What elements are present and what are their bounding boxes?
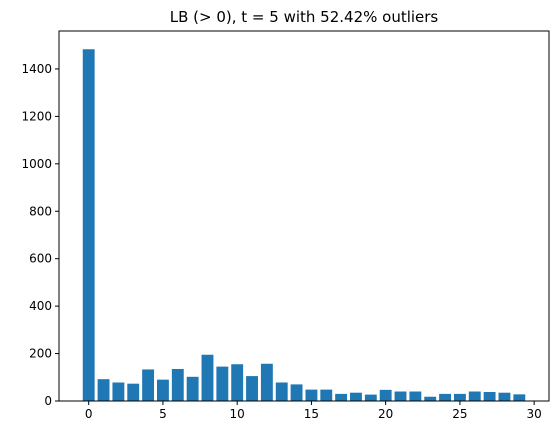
bar-3: [127, 383, 140, 401]
y-tick-label: 200: [29, 347, 52, 361]
bar-23: [424, 396, 437, 401]
bar-7: [186, 376, 199, 401]
y-tick-label: 0: [44, 394, 52, 408]
bar-2: [112, 382, 125, 401]
bar-28: [498, 392, 511, 401]
y-tick-label: 1400: [21, 62, 52, 76]
y-tick-label: 600: [29, 252, 52, 266]
x-tick-label: 0: [85, 407, 93, 421]
bar-4: [142, 369, 155, 401]
bar-29: [513, 394, 526, 401]
bars-group: [82, 49, 526, 402]
bar-5: [157, 379, 169, 401]
x-tick-label: 30: [527, 407, 542, 421]
y-tick-label: 800: [29, 204, 52, 218]
bar-12: [260, 363, 273, 401]
y-axis-ticks: 0 200 400 600 800 1000 1200 1400: [21, 62, 59, 408]
bar-11: [246, 376, 258, 401]
bar-22: [409, 391, 422, 401]
bar-1: [97, 379, 110, 401]
x-tick-label: 20: [378, 407, 393, 421]
bar-6: [171, 368, 184, 401]
y-tick-label: 1200: [21, 109, 52, 123]
bar-10: [231, 364, 244, 401]
bar-16: [320, 389, 333, 401]
chart-title: LB (> 0), t = 5 with 52.42% outliers: [170, 8, 439, 26]
bar-20: [379, 389, 392, 401]
bar-15: [305, 389, 318, 401]
y-tick-label: 1000: [21, 157, 52, 171]
bar-24: [439, 393, 451, 401]
axes-frame: [58, 30, 550, 402]
x-tick-label: 25: [452, 407, 467, 421]
bar-13: [275, 382, 288, 401]
bar-17: [335, 393, 348, 401]
bar-27: [483, 391, 496, 401]
bar-18: [350, 392, 362, 401]
x-axis-ticks: 0 5 10 15 20 25 30: [85, 401, 542, 421]
bar-25: [453, 393, 466, 401]
bar-9: [216, 366, 229, 401]
x-tick-label: 10: [230, 407, 245, 421]
x-tick-label: 5: [159, 407, 167, 421]
bar-19: [364, 394, 377, 401]
x-tick-label: 15: [304, 407, 319, 421]
bar-26: [468, 391, 481, 401]
bar-8: [201, 354, 214, 401]
bar-14: [290, 384, 303, 401]
bar-0: [82, 49, 95, 402]
bar-21: [394, 391, 407, 401]
y-tick-label: 400: [29, 299, 52, 313]
